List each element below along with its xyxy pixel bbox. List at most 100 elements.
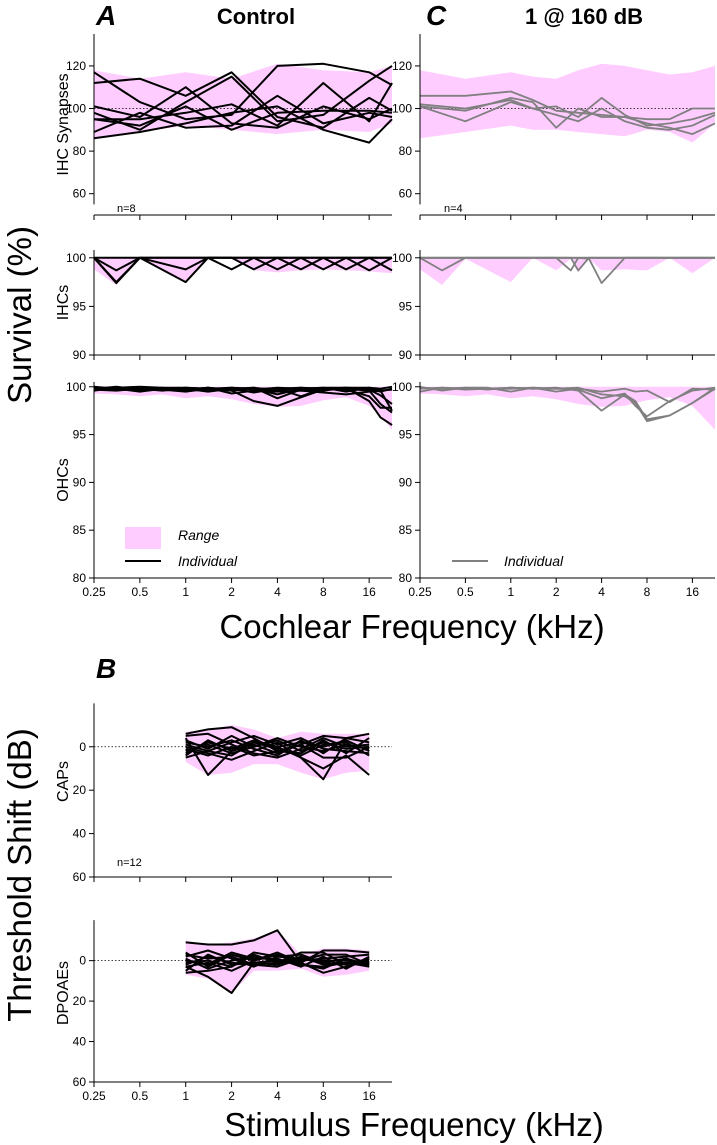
- x-tick-label: 0.5: [457, 585, 474, 599]
- y-tick-label: 100: [392, 251, 412, 265]
- series-line-7: [93, 86, 393, 129]
- x-tick-label: 4: [274, 585, 281, 599]
- range-band: [94, 386, 392, 430]
- range-band: [420, 257, 715, 285]
- series-line-8: [93, 385, 393, 392]
- series-line-6: [185, 741, 370, 776]
- series-line-6: [93, 105, 393, 144]
- series-line-12: [185, 951, 370, 974]
- y-tick-label: 80: [73, 144, 87, 158]
- series-line-1: [93, 62, 393, 121]
- y-tick-label: 100: [66, 251, 86, 265]
- x-tick-label: 4: [598, 585, 605, 599]
- series-line-5: [93, 94, 393, 133]
- series-line-11: [185, 739, 370, 759]
- y-tick-label: 100: [392, 380, 412, 394]
- legend-range-swatch: [125, 527, 161, 549]
- y-tick-label: 60: [73, 870, 87, 884]
- range-band: [420, 386, 715, 430]
- x-tick-label: 16: [686, 585, 700, 599]
- y-tick-label: 80: [73, 571, 87, 585]
- series-line-12: [185, 741, 370, 757]
- y-tick-label: 95: [73, 299, 87, 313]
- n-label-control: n=8: [117, 203, 136, 215]
- series-line-3: [419, 97, 716, 127]
- y-super-label-top: Survival (%): [1, 226, 38, 404]
- y-tick-label: 90: [73, 348, 87, 362]
- y-tick-label: 20: [73, 994, 87, 1008]
- y-tick-label: 95: [399, 428, 413, 442]
- y-tick-label: 80: [399, 144, 413, 158]
- x-tick-label: 1: [182, 585, 189, 599]
- y-tick-label: 120: [392, 59, 412, 73]
- panel-c-letter: C: [426, 0, 447, 31]
- y-tick-label: 90: [399, 348, 413, 362]
- y-tick-label: 85: [73, 523, 87, 537]
- y-tick-label: 100: [392, 102, 412, 116]
- series-line-10: [185, 953, 370, 972]
- x-tick-label: 8: [320, 1089, 327, 1103]
- y-tick-label: 0: [79, 740, 86, 754]
- y-tick-label: 95: [73, 428, 87, 442]
- x-tick-label: 8: [644, 585, 651, 599]
- x-tick-label: 2: [228, 585, 235, 599]
- panel-a-title: Control: [217, 4, 295, 29]
- x-tick-label: 0.5: [132, 585, 149, 599]
- series-line-4: [93, 256, 393, 284]
- series-line-5: [185, 951, 370, 974]
- y-tick-label: 90: [399, 475, 413, 489]
- panel-b-caps-chart: 0 20 40 60 CAPs: [55, 703, 392, 884]
- x-super-label-top: Cochlear Frequency (kHz): [219, 608, 604, 645]
- legend-individual-label: Individual: [178, 553, 238, 569]
- x-tick-label: 2: [553, 585, 560, 599]
- panel-b-letter: B: [96, 653, 116, 684]
- y-tick-label: 40: [73, 1035, 87, 1049]
- range-band: [420, 63, 715, 143]
- x-tick-label: 16: [362, 1089, 376, 1103]
- y-tick-label: 95: [399, 299, 413, 313]
- y-tick-label: 0: [79, 954, 86, 968]
- x-tick-label: 1: [182, 1089, 189, 1103]
- x-tick-label: 0.25: [82, 585, 106, 599]
- y-tick-label: 60: [73, 187, 87, 201]
- panel-c-synapses-chart: 60 80 100 120: [392, 34, 716, 220]
- x-tick-label: 8: [320, 585, 327, 599]
- series-line-4: [420, 256, 715, 285]
- y-tick-label: 20: [73, 783, 87, 797]
- x-tick-label: 0.5: [132, 1089, 149, 1103]
- y-axis-label: DPOAEs: [55, 961, 72, 1025]
- y-tick-label: 120: [66, 59, 86, 73]
- y-axis-label: IHCs: [55, 285, 72, 321]
- legend-range-label: Range: [178, 527, 219, 543]
- series-line-4: [93, 105, 393, 131]
- y-tick-label: 60: [73, 1075, 87, 1089]
- y-axis-label: IHC Synapses: [55, 73, 72, 175]
- y-tick-label: 80: [399, 571, 413, 585]
- x-tick-label: 0.25: [82, 1089, 106, 1103]
- x-super-label-bottom: Stimulus Frequency (kHz): [224, 1106, 604, 1143]
- legend-individual-label-c: Individual: [504, 553, 564, 569]
- series-line-2: [93, 71, 393, 129]
- panel-a-ihc-chart: 90 95 100 IHCs: [55, 250, 393, 362]
- x-tick-label: 0.25: [408, 585, 432, 599]
- x-tick-label: 4: [274, 1089, 281, 1103]
- y-tick-label: 100: [66, 102, 86, 116]
- y-tick-label: 100: [66, 380, 86, 394]
- range-band: [94, 257, 392, 285]
- x-tick-label: 1: [507, 585, 514, 599]
- y-super-label-bottom: Threshold Shift (dB): [1, 728, 38, 1021]
- x-tick-label: 2: [228, 1089, 235, 1103]
- series-line-4: [419, 99, 716, 131]
- series-line-8: [93, 65, 393, 131]
- y-tick-label: 40: [73, 827, 87, 841]
- n-label-160: n=4: [444, 203, 463, 215]
- panel-c-ihc-chart: 90 95 100: [392, 250, 715, 362]
- series-line-1: [185, 929, 370, 964]
- y-tick-label: 60: [399, 187, 413, 201]
- panel-c-title: 1 @ 160 dB: [525, 4, 643, 29]
- panel-a-letter: A: [95, 0, 116, 31]
- y-axis-label: OHCs: [55, 458, 72, 502]
- series-line-1: [420, 90, 715, 121]
